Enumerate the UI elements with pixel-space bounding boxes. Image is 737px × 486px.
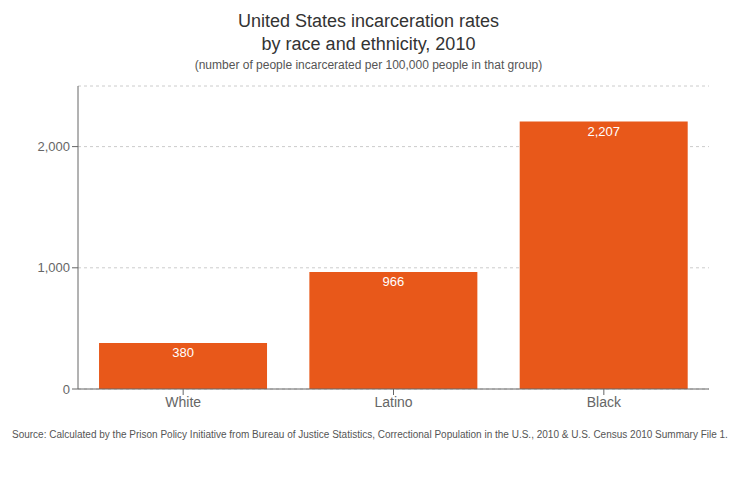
svg-text:2,207: 2,207 (587, 124, 620, 139)
svg-text:White: White (165, 394, 201, 410)
html-text:United States incarceration ra: United States incarceration rates (237, 11, 500, 31)
html-text:Source: Calculated by the Pris: Source: Calculated by the Prison Policy … (12, 429, 728, 440)
html-text:(number of people incarcerated: (number of people incarcerated per 100,0… (194, 58, 543, 72)
svg-text:Latino: Latino (374, 394, 412, 410)
svg-text:0: 0 (63, 382, 70, 397)
html-text:by race and ethnicity, 2010: by race and ethnicity, 2010 (261, 34, 476, 54)
svg-text:380: 380 (172, 345, 194, 360)
svg-text:966: 966 (383, 274, 405, 289)
svg-text:Black: Black (587, 394, 622, 410)
svg-text:2,000: 2,000 (37, 139, 70, 154)
svg-text:1,000: 1,000 (37, 260, 70, 275)
